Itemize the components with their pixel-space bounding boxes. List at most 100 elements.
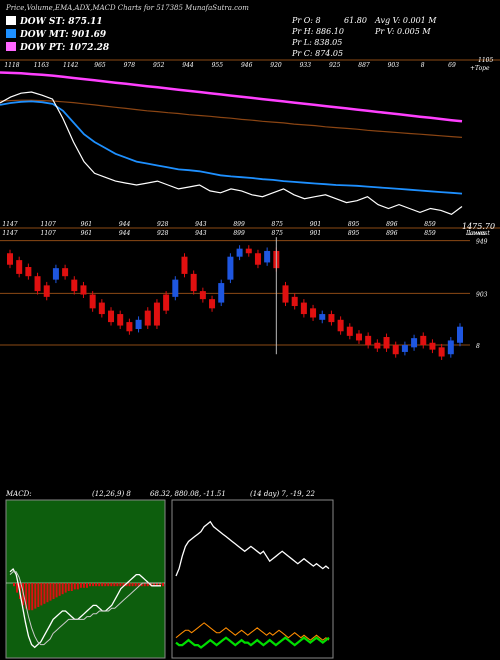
- stat-pr-volume: Pr V: 0.005 M: [375, 27, 431, 36]
- legend-dow-st: DOW ST: 875.11: [6, 16, 103, 27]
- macd-histogram-bar: [61, 583, 64, 595]
- macd-histogram-bar: [95, 583, 98, 587]
- price-candle-body: [346, 326, 353, 336]
- price-candle-body: [374, 342, 381, 349]
- ema-bottom-tick-label: 928: [157, 221, 169, 228]
- macd-params: (12,26,9) 8: [92, 490, 131, 498]
- price-candle-body: [62, 268, 69, 277]
- price-candle-body: [282, 285, 289, 303]
- macd-histogram-bar: [125, 583, 128, 587]
- ema-top-tick-label: 1118: [4, 62, 19, 69]
- price-candle-body: [98, 302, 105, 315]
- macd-histogram-bar: [162, 583, 164, 587]
- macd-histogram-bar: [113, 583, 116, 587]
- price-candle-body: [71, 279, 78, 292]
- macd-histogram-bar: [140, 583, 143, 587]
- ema-top-tick-label: 925: [329, 62, 341, 69]
- macd-histogram-bar: [52, 583, 55, 599]
- macd-histogram-bar: [107, 583, 110, 587]
- ema-bottom-tick-label: 875: [272, 221, 284, 228]
- ema-bottom-tick-label: 1107: [41, 221, 56, 228]
- ema-right-bottom-sub: Lowest: [467, 230, 490, 237]
- ema-top-tick-label: 978: [124, 62, 136, 69]
- macd-histogram-bar: [134, 583, 137, 587]
- macd-histogram-bar: [40, 583, 43, 606]
- price-candle-body: [365, 335, 372, 346]
- macd-histogram-bar: [82, 583, 85, 588]
- price-candle-body: [236, 248, 243, 257]
- ema-top-tick-label: 903: [388, 62, 400, 69]
- price-candle-body: [16, 260, 23, 274]
- stat-pr-low: Pr L: 838.05: [292, 38, 343, 47]
- price-candle-body: [126, 322, 133, 332]
- ema-top-tick-label: 965: [94, 62, 106, 69]
- ema-bottom-tick-label: 1147: [2, 221, 17, 228]
- price-top-tick-label: 944: [119, 230, 131, 237]
- legend-swatch-pt: [6, 42, 16, 51]
- ema-right-top-sub: +Tope: [470, 65, 490, 72]
- price-top-tick-label: 899: [233, 230, 245, 237]
- macd-histogram-bar: [137, 583, 140, 587]
- chart-title: Price,Volume,EMA,ADX,MACD Charts for 517…: [6, 4, 249, 12]
- ema-top-tick-label: 1142: [63, 62, 78, 69]
- macd-histogram-bar: [131, 583, 134, 587]
- legend-dow-mt: DOW MT: 901.69: [6, 29, 106, 40]
- macd-histogram-bar: [98, 583, 101, 587]
- ema-top-tick-label: 1163: [34, 62, 49, 69]
- macd-histogram-bar: [85, 583, 88, 588]
- stat-open-value: 61.80: [344, 16, 367, 25]
- price-level-label: 903: [476, 291, 488, 298]
- price-candle-body: [310, 308, 317, 318]
- legend-label-st: DOW ST: 875.11: [20, 17, 103, 27]
- price-candle-body: [319, 314, 326, 320]
- macd-histogram-bar: [64, 583, 67, 593]
- price-top-tick-label: 895: [348, 230, 360, 237]
- price-candle-body: [80, 285, 87, 295]
- macd-label: MACD:: [5, 490, 32, 498]
- macd-histogram-bar: [92, 583, 95, 587]
- price-candle-body: [199, 291, 206, 300]
- price-candle-body: [117, 314, 124, 326]
- ema-bottom-tick-label: 944: [119, 221, 131, 228]
- macd-histogram-bar: [79, 583, 82, 588]
- price-candle-body: [245, 248, 252, 254]
- ema-top-tick-label: 933: [300, 62, 312, 69]
- macd-histogram-bar: [155, 583, 158, 587]
- price-candle-body: [172, 279, 179, 297]
- macd-histogram-bar: [146, 583, 149, 587]
- price-top-tick-label: 1107: [41, 230, 56, 237]
- macd-histogram-bar: [58, 583, 61, 596]
- price-candle-body: [153, 302, 160, 326]
- ema-top-tick-label: 887: [358, 62, 370, 69]
- macd-histogram-bar: [43, 583, 46, 604]
- macd-histogram-bar: [143, 583, 146, 587]
- price-candle-body: [420, 335, 427, 346]
- ema-bottom-tick-label: 896: [386, 221, 398, 228]
- price-candle-body: [7, 253, 13, 265]
- legend-swatch-mt: [6, 29, 16, 38]
- ema-top-tick-label: 920: [270, 62, 282, 69]
- stat-pr-high: Pr H: 886.10: [292, 27, 344, 36]
- macd-histogram-bar: [49, 583, 52, 601]
- macd-histogram-bar: [13, 583, 15, 587]
- price-candle-body: [190, 273, 197, 292]
- macd-background: [6, 500, 165, 658]
- price-candle-body: [337, 319, 344, 332]
- price-candle-body: [401, 345, 408, 352]
- macd-histogram-bar: [34, 583, 37, 609]
- macd-histogram-bar: [16, 583, 19, 593]
- stat-avg-volume: Avg V: 0.001 M: [375, 16, 437, 25]
- macd-histogram-bar: [119, 583, 122, 587]
- price-candle-body: [43, 285, 50, 297]
- macd-histogram-bar: [31, 583, 34, 611]
- adx-orange-line: [175, 622, 330, 641]
- legend-dow-pt: DOW PT: 1072.28: [6, 42, 109, 53]
- price-candle-body: [392, 345, 399, 355]
- price-top-tick-label: 901: [310, 230, 321, 237]
- macd-histogram-bar: [110, 583, 113, 587]
- adx-green-line: [175, 636, 330, 649]
- macd-histogram-bar: [67, 583, 70, 591]
- ema-bottom-tick-label: 961: [81, 221, 92, 228]
- stat-pr-close: Pr C: 874.05: [292, 49, 344, 58]
- price-candle-body: [34, 276, 41, 292]
